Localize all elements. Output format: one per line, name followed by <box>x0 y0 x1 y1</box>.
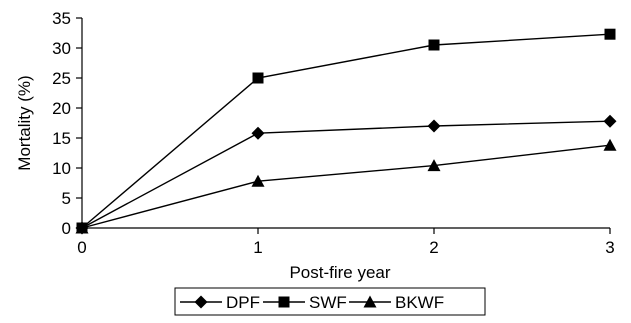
data-point-dpf <box>603 114 617 128</box>
series-dpf <box>75 114 617 235</box>
legend-marker-swf <box>278 296 290 308</box>
series-swf <box>76 28 616 234</box>
y-tick-label: 10 <box>52 159 71 178</box>
x-axis-ticks: 0 1 2 3 <box>77 228 615 257</box>
series-bkwf <box>75 138 617 234</box>
y-axis-ticks: 0 5 10 15 20 25 30 35 <box>52 9 82 238</box>
series-line-swf <box>81 33 611 229</box>
legend-marker-bkwf <box>363 295 377 308</box>
legend-label: SWF <box>309 293 347 312</box>
legend-box <box>174 287 486 316</box>
x-axis-title: Post-fire year <box>289 263 390 282</box>
legend-marker-dpf <box>194 295 208 309</box>
x-tick-label: 3 <box>605 238 614 257</box>
data-point-bkwf <box>427 159 441 172</box>
data-point-dpf <box>427 119 441 133</box>
data-point-swf <box>428 39 440 51</box>
y-tick-label: 20 <box>52 99 71 118</box>
data-point-bkwf <box>603 138 617 151</box>
x-tick-label: 2 <box>429 238 438 257</box>
y-tick-label: 0 <box>62 219 71 238</box>
x-tick-label: 0 <box>77 238 86 257</box>
series-line-bkwf <box>81 144 611 229</box>
y-tick-label: 5 <box>62 189 71 208</box>
legend-label: DPF <box>226 293 260 312</box>
data-point-swf <box>604 28 616 40</box>
y-tick-label: 35 <box>52 9 71 28</box>
y-tick-label: 15 <box>52 129 71 148</box>
data-point-dpf <box>251 126 265 140</box>
series-line-dpf <box>81 120 611 229</box>
y-tick-label: 25 <box>52 69 71 88</box>
legend: DPF SWF BKWF <box>174 287 486 316</box>
legend-label: BKWF <box>395 293 444 312</box>
data-point-bkwf <box>251 174 265 187</box>
data-point-bkwf <box>75 221 89 234</box>
legend-item-swf: SWF <box>263 293 347 312</box>
x-tick-label: 1 <box>253 238 262 257</box>
legend-item-dpf: DPF <box>180 293 260 312</box>
y-tick-label: 30 <box>52 39 71 58</box>
plot-area <box>81 18 610 229</box>
data-point-swf <box>252 72 264 84</box>
y-axis-title: Mortality (%) <box>15 75 34 170</box>
series-layer <box>75 28 617 235</box>
legend-item-bkwf: BKWF <box>349 293 444 312</box>
